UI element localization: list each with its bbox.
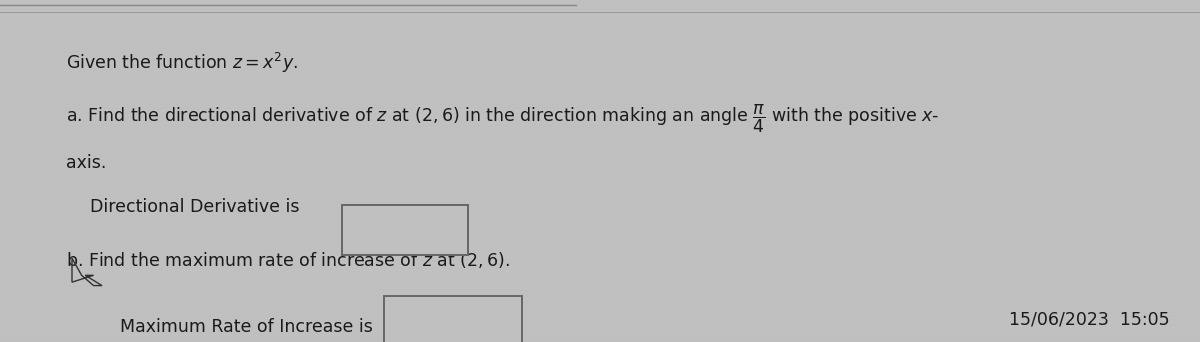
Text: Given the function $z = x^2y$.: Given the function $z = x^2y$. [66,51,298,75]
Text: b. Find the maximum rate of increase of $z$ at $(2, 6)$.: b. Find the maximum rate of increase of … [66,250,510,269]
Text: 15/06/2023  15:05: 15/06/2023 15:05 [1009,310,1170,328]
FancyBboxPatch shape [384,296,522,342]
Text: a. Find the directional derivative of $z$ at $(2, 6)$ in the direction making an: a. Find the directional derivative of $z… [66,103,940,135]
FancyBboxPatch shape [342,205,468,255]
Text: axis.: axis. [66,154,107,172]
Text: Maximum Rate of Increase is: Maximum Rate of Increase is [120,318,373,336]
Text: Directional Derivative is: Directional Derivative is [90,198,300,216]
